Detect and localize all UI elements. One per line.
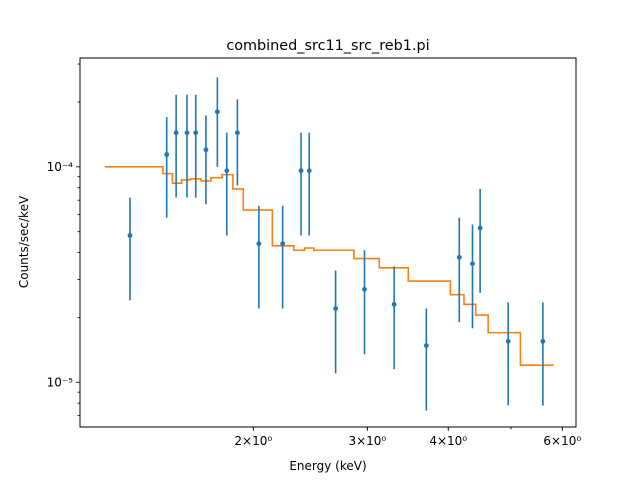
data-marker <box>214 109 220 115</box>
data-marker <box>127 233 133 238</box>
data-marker <box>333 306 339 311</box>
data-marker <box>362 286 367 292</box>
data-point <box>214 77 220 167</box>
y-tick-label: 10⁻⁴ <box>47 160 74 174</box>
data-marker <box>306 168 312 174</box>
chart-title: combined_src11_src_reb1.pi <box>226 38 429 54</box>
data-point <box>362 250 367 355</box>
data-marker <box>470 261 475 267</box>
data-marker <box>298 168 304 174</box>
data-marker <box>184 130 190 136</box>
x-tick-label: 2×10⁰ <box>234 434 272 448</box>
axes-frame <box>79 57 577 428</box>
data-point <box>193 94 199 198</box>
data-point <box>423 308 429 411</box>
x-tick-label: 6×10⁰ <box>543 434 581 448</box>
data-point <box>256 205 262 309</box>
x-tick-label: 4×10⁰ <box>429 434 467 448</box>
data-point <box>470 224 475 329</box>
data-marker <box>224 168 230 174</box>
plot-area <box>104 77 554 411</box>
data-marker <box>203 147 209 153</box>
data-point <box>173 94 179 198</box>
data-point <box>164 117 170 218</box>
data-marker <box>540 338 546 344</box>
data-point <box>298 132 304 236</box>
data-marker <box>391 301 397 307</box>
data-marker <box>193 130 199 136</box>
y-tick-label: 10⁻⁵ <box>47 375 74 389</box>
y-axis-label: Counts/sec/keV <box>17 195 31 288</box>
data-point <box>127 197 133 301</box>
data-marker <box>173 130 179 136</box>
model-step-line <box>104 166 554 367</box>
data-marker <box>456 254 462 260</box>
data-point <box>456 217 462 323</box>
data-marker <box>256 241 262 247</box>
data-marker <box>164 152 170 157</box>
data-point <box>234 99 240 186</box>
data-point <box>280 205 286 309</box>
x-axis-label: Energy (keV) <box>289 459 366 473</box>
data-point <box>391 266 397 370</box>
data-point <box>224 132 230 236</box>
data-point <box>477 188 483 293</box>
y-axis-ticks: 10⁻⁵ 10⁻⁴ <box>47 63 80 417</box>
data-point <box>184 94 190 198</box>
data-point <box>505 302 511 406</box>
data-marker <box>505 338 511 344</box>
data-marker <box>234 130 240 136</box>
data-marker <box>477 225 483 231</box>
data-marker <box>280 241 286 247</box>
data-point <box>540 302 546 406</box>
data-point <box>333 270 339 374</box>
x-axis-ticks: 2×10⁰ 3×10⁰ 4×10⁰ 6×10⁰ <box>234 427 581 448</box>
data-point <box>203 115 209 205</box>
x-tick-label: 3×10⁰ <box>348 434 386 448</box>
data-point <box>306 132 312 236</box>
data-marker <box>423 343 429 348</box>
